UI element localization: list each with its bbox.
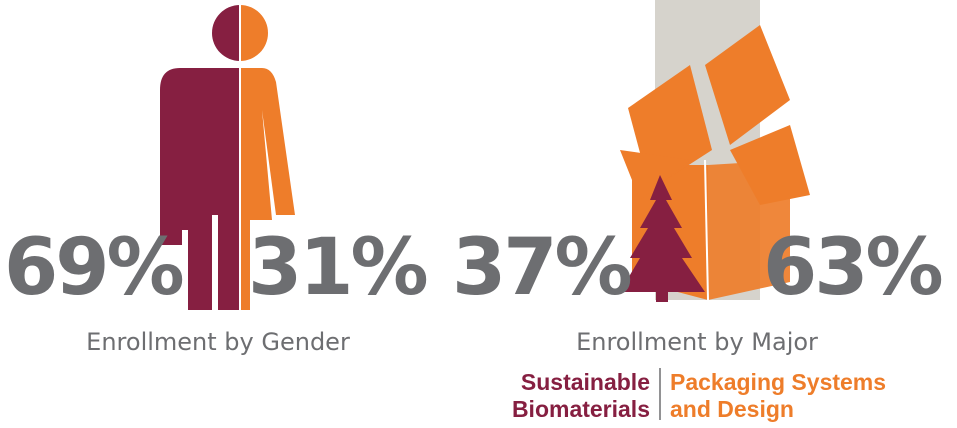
major-caption: Enrollment by Major [576,328,818,356]
legend-entry: and Design [670,396,794,422]
legend-entry: Packaging Systems [670,369,886,395]
legend-entry: Sustainable [521,369,650,395]
major-right-percent: 63% [763,223,942,313]
gender-caption: Enrollment by Gender [86,328,350,356]
gender-right-percent: 31% [248,223,427,313]
major-icon [620,0,810,302]
legend-entry: Biomaterials [512,396,650,422]
major-left-percent: 37% [452,223,631,313]
gender-icon [160,5,295,312]
gender-left-percent: 69% [4,223,183,313]
